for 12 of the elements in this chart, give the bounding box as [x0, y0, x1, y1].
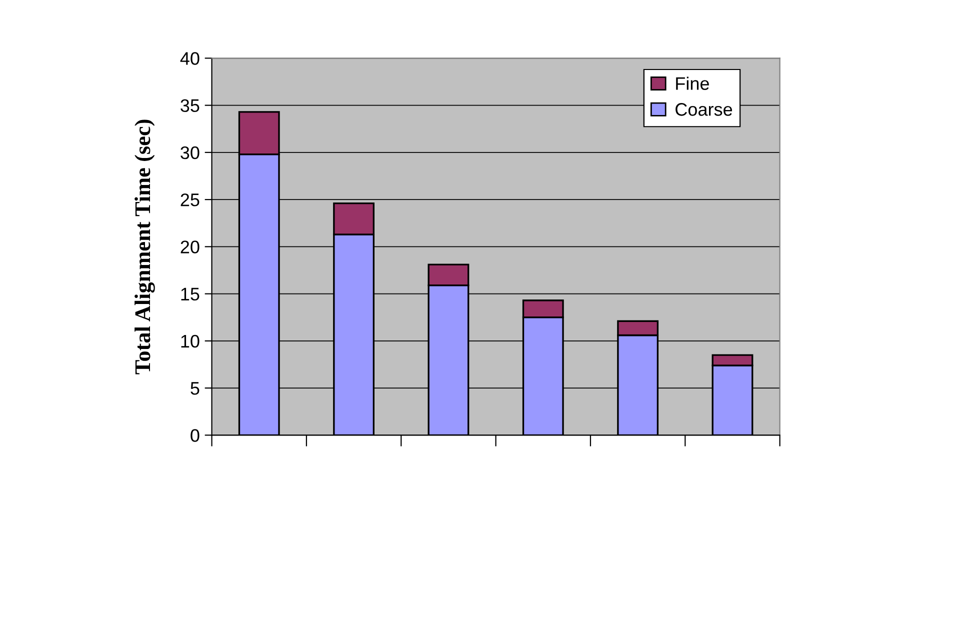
y-axis-title: Total Alignment Time (sec)	[134, 120, 155, 374]
y-tick-label: 20	[180, 240, 200, 254]
y-tick-label: 25	[180, 193, 200, 206]
legend-label: Coarse	[676, 103, 732, 116]
y-tick-label: 15	[181, 288, 200, 301]
y-tick-label: 35	[180, 99, 200, 112]
y-tick-label: 10	[181, 334, 200, 348]
y-tick-label: 40	[180, 52, 200, 65]
legend-label: Fine	[676, 76, 709, 90]
y-tick-label: 30	[180, 146, 200, 160]
y-tick-label: 0	[190, 429, 200, 442]
y-tick-label: 5	[190, 382, 200, 395]
